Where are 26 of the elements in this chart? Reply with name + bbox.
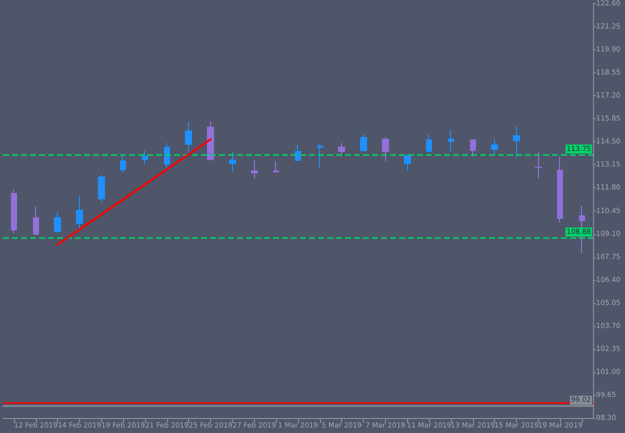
candlestick [470,138,476,158]
candlestick [513,126,520,158]
candlestick [207,121,214,162]
candlestick [535,152,542,180]
candlestick [317,144,323,168]
candlestick [120,156,126,174]
candlestick [164,142,170,171]
candlestick [360,133,367,152]
candlestick [382,136,389,162]
candlestick [426,134,432,153]
candlestick [404,154,411,172]
candlestick [295,144,301,161]
candlestick [338,142,345,158]
candlestick [11,188,17,234]
candlestick [142,150,148,165]
candlestick [98,174,105,202]
candlestick [557,156,563,223]
candlestick [273,160,279,174]
candlestick [229,152,236,172]
candlestick [185,121,192,154]
candlestick [54,211,61,234]
candlestick [251,160,258,180]
candlestick [448,129,454,152]
candlestick [491,138,498,154]
candlestick [76,194,83,229]
candlestick [33,206,39,236]
